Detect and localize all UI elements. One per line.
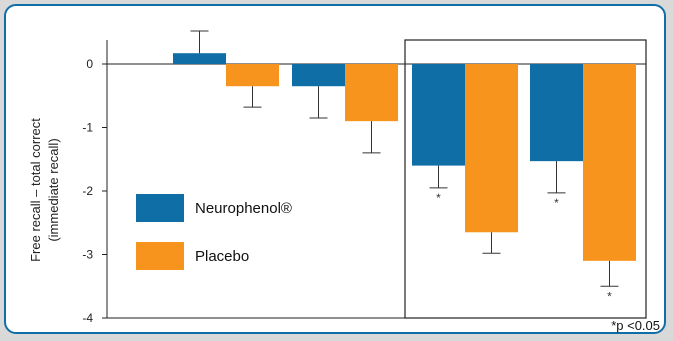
y-axis-label-line1: Free recall – total correct [28,118,43,262]
bar-1-3 [583,64,636,261]
bar-1-1 [345,64,398,122]
significance-star: * [554,196,559,210]
bar-0-0 [173,53,226,64]
legend: Neurophenol® Placebo [136,194,292,270]
significance-box [404,39,647,319]
bar-1-2 [465,64,518,233]
y-axis-label-line2: (immediate recall) [46,138,61,241]
chart-frame [4,4,666,334]
bar-0-2 [412,64,465,166]
bar-0-3 [530,64,583,162]
y-tick-label: 0 [86,57,93,71]
bar-0-1 [292,64,345,87]
y-ticks: 0 -1 -2 -3 -4 [82,57,107,325]
y-tick-label: -4 [82,311,93,325]
bars: * * * [173,30,636,303]
legend-swatch-0 [136,194,184,222]
legend-label-0: Neurophenol® [195,200,292,217]
significance-footnote: *p <0.05 [611,318,660,333]
y-tick-label: -2 [82,184,93,198]
bar-1-0 [226,64,279,87]
significance-star: * [607,289,612,303]
y-tick-label: -1 [82,121,93,135]
legend-label-1: Placebo [195,248,249,265]
significance-star: * [436,191,441,205]
legend-swatch-1 [136,242,184,270]
y-tick-label: -3 [82,248,93,262]
